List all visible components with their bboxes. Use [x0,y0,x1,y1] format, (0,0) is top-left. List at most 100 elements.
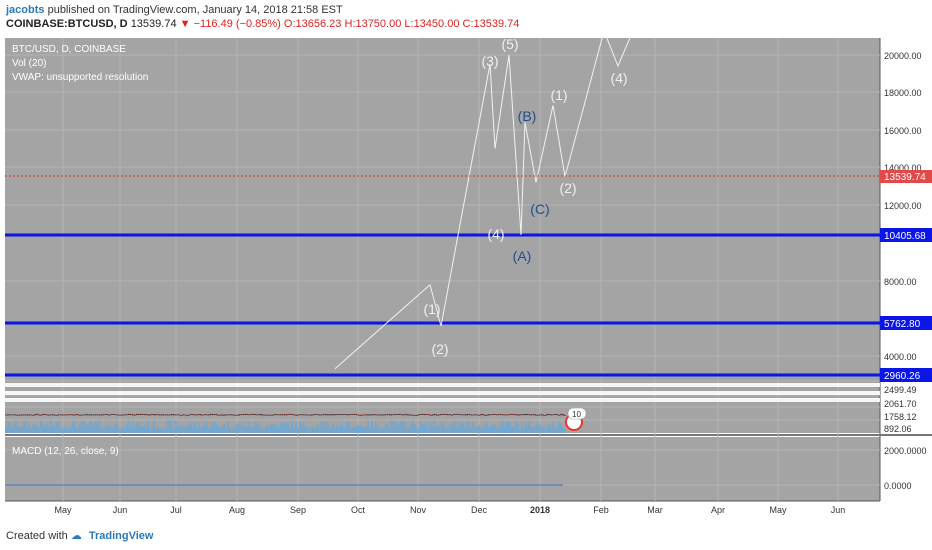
volume-bar [240,426,243,433]
candle [118,414,120,416]
volume-bar [351,427,354,433]
volume-bar [176,422,179,433]
candle [501,414,504,416]
volume-bar [8,422,11,433]
candle [63,414,66,416]
volume-bar [435,427,438,433]
candle [38,414,40,416]
candle [435,413,438,416]
candle [301,414,303,416]
candle [228,414,231,416]
volume-bar [528,420,531,433]
candle [12,414,15,416]
candle [476,414,479,416]
volume-bar [178,426,181,433]
candle [59,414,62,416]
volume-bar [108,426,111,433]
candle [55,414,58,416]
x-tick-label: Jun [113,505,128,515]
candle [69,414,72,416]
volume-bar [223,422,225,433]
candle [503,414,506,416]
candle [522,414,525,416]
volume-bar [324,420,327,433]
candle [361,414,364,416]
y-tick-label: 12000.00 [884,201,922,211]
candle [153,414,155,416]
candle [359,414,362,416]
wave-label: (2) [431,341,448,357]
volume-bar [336,425,338,433]
volume-bar [441,421,444,433]
tradingview-link[interactable]: TradingView [88,530,154,542]
candle [382,414,385,416]
volume-bar [538,424,541,433]
candle [546,413,549,416]
candle [230,413,233,416]
volume-bar [445,429,447,433]
volume-bar [406,429,408,433]
candle [495,414,498,416]
volume-bar [82,421,85,433]
btc-chart[interactable]: 10405.68 5762.80 2960.26 (1) (2) (3) (4) (5) (A… [0,36,932,520]
volume-bar [125,423,128,433]
volume-bar [402,420,405,433]
candle [526,413,529,415]
candles [5,413,566,416]
candle [437,414,440,416]
volume-bars [5,420,566,433]
volume-bar [264,428,266,433]
level-tag-text: 2960.26 [884,371,921,382]
candle [190,413,192,416]
candle [406,413,408,416]
volume-bar [188,424,190,433]
volume-bar [92,424,95,433]
chart-header: jacobts published on TradingView.com, Ja… [0,0,932,36]
price-axis[interactable] [880,38,932,501]
volume-bar [279,422,282,433]
volume-bar [404,422,407,433]
volume-bar [339,422,342,433]
candle [530,414,533,416]
candle [478,414,481,416]
volume-bar [330,428,333,433]
candle [137,413,140,415]
volume-bar [503,426,506,433]
volume-bar [47,426,50,433]
candle [441,414,444,416]
candle [260,413,262,416]
volume-bar [123,427,126,433]
candle [468,413,471,415]
candle [129,414,132,416]
candle [172,414,175,416]
candle [556,414,558,416]
volume-bar [289,429,292,433]
volume-bar [285,422,288,433]
volume-bar [242,422,245,433]
author-link[interactable]: jacobts [6,4,45,16]
volume-bar [246,426,249,433]
candle [390,414,393,416]
candle [480,413,482,416]
volume-bar [59,429,62,433]
volume-bar [515,420,517,433]
volume-bar [478,424,481,433]
candle [386,413,389,416]
candle [487,413,490,416]
volume-bar [302,420,305,433]
candle [466,414,469,416]
elliott-wave-path[interactable] [334,36,635,370]
volume-bar [310,425,313,433]
volume-bar [26,427,29,433]
volume-bar [254,421,257,433]
volume-bar [421,424,424,433]
candle [90,414,93,416]
volume-area [5,427,566,433]
macd-pane[interactable] [5,437,880,501]
candle [114,414,116,416]
candle [73,414,76,416]
volume-bar [388,428,391,433]
x-tick-label: 2018 [530,505,550,515]
volume-bar [57,421,60,433]
volume-bar [267,428,270,433]
